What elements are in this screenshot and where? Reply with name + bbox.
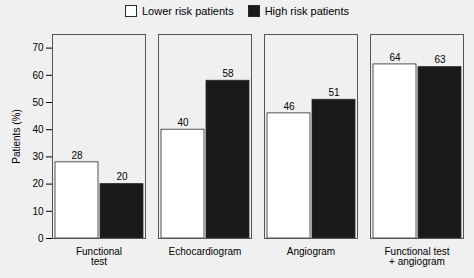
svg-text:40: 40 bbox=[32, 124, 44, 135]
html-text:Lower risk patients: Lower risk patients bbox=[142, 5, 234, 17]
svg-text:28: 28 bbox=[71, 150, 83, 161]
svg-text:0: 0 bbox=[38, 233, 44, 244]
svg-text:Patients (%): Patients (%) bbox=[11, 109, 22, 163]
svg-text:20: 20 bbox=[32, 178, 44, 189]
svg-text:64: 64 bbox=[389, 52, 401, 63]
svg-text:51: 51 bbox=[328, 87, 340, 98]
svg-text:Echocardiogram: Echocardiogram bbox=[169, 246, 242, 257]
svg-text:70: 70 bbox=[32, 42, 44, 53]
svg-text:58: 58 bbox=[222, 68, 234, 79]
svg-text:46: 46 bbox=[283, 101, 295, 112]
svg-text:40: 40 bbox=[177, 117, 189, 128]
svg-text:63: 63 bbox=[434, 54, 446, 65]
svg-text:30: 30 bbox=[32, 151, 44, 162]
html-text:High risk patients: High risk patients bbox=[264, 5, 349, 17]
svg-text:Functional test+ angiogram: Functional test+ angiogram bbox=[384, 246, 449, 267]
svg-text:20: 20 bbox=[116, 171, 128, 182]
svg-text:Functionaltest: Functionaltest bbox=[76, 246, 122, 267]
svg-text:10: 10 bbox=[32, 206, 44, 217]
svg-text:50: 50 bbox=[32, 97, 44, 108]
svg-text:60: 60 bbox=[32, 70, 44, 81]
svg-text:Angiogram: Angiogram bbox=[287, 246, 335, 257]
